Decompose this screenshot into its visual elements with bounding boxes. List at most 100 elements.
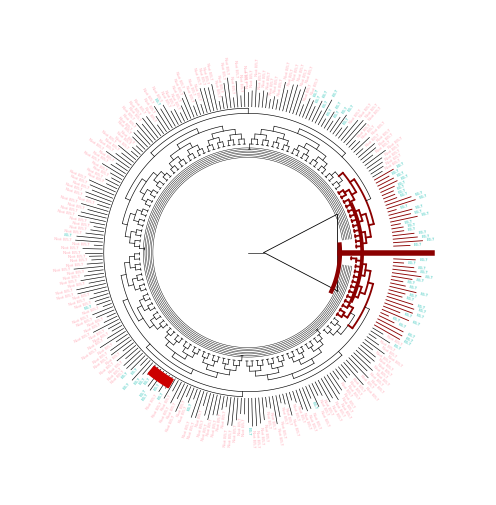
Text: Not B57: Not B57 [348,380,362,396]
Text: B57: B57 [397,179,407,186]
Text: Not B57: Not B57 [385,159,402,171]
Text: Not B57: Not B57 [91,161,108,173]
Text: Not B57: Not B57 [233,424,238,442]
Text: Not B57: Not B57 [381,345,398,359]
Text: Not B57: Not B57 [83,150,100,163]
Text: Not B57: Not B57 [269,412,276,430]
Text: Not B57: Not B57 [110,370,125,385]
Text: Not B57: Not B57 [121,113,136,129]
Text: Not B57: Not B57 [159,91,171,109]
Text: B57: B57 [400,191,409,198]
Text: Not B57: Not B57 [127,100,142,116]
Text: Not B57: Not B57 [276,427,283,445]
Text: Not B57: Not B57 [230,76,235,94]
Text: Not B57: Not B57 [103,138,120,152]
Text: B57: B57 [427,238,435,242]
Text: Not B57: Not B57 [121,106,135,121]
Text: Not B57: Not B57 [67,255,85,259]
Text: Not B57: Not B57 [385,334,403,347]
Text: Not B57: Not B57 [279,420,286,438]
Text: Not B57: Not B57 [300,69,309,86]
Text: Not B57: Not B57 [349,108,363,125]
Text: Not B57: Not B57 [145,394,158,411]
Text: Not B57: Not B57 [74,301,92,310]
Text: B57: B57 [425,275,434,280]
Text: Not B57: Not B57 [340,396,353,413]
Text: Not B57: Not B57 [120,129,135,144]
Text: Not B57: Not B57 [70,258,88,263]
Text: Not B57: Not B57 [351,377,365,393]
Text: B57: B57 [347,104,356,113]
Text: B57: B57 [416,304,426,310]
Text: B57: B57 [343,117,351,126]
Text: B57: B57 [408,261,417,266]
Text: Not B57: Not B57 [86,317,104,328]
Text: Not B57: Not B57 [62,275,81,281]
Text: Not B57: Not B57 [184,85,194,103]
Text: Not B57: Not B57 [60,205,78,213]
Text: Not B57: Not B57 [171,85,182,103]
Text: B57: B57 [421,234,430,239]
Text: Not B57: Not B57 [97,139,114,153]
Text: Not B57: Not B57 [322,398,334,416]
Text: Not B57: Not B57 [69,225,87,231]
Text: Not B57: Not B57 [228,429,234,447]
Text: Not B57: Not B57 [97,149,114,163]
Text: Not B57: Not B57 [255,59,259,77]
Text: B57: B57 [418,230,427,235]
Text: B57: B57 [315,94,322,104]
Text: Not B57: Not B57 [213,80,220,97]
Text: Not B57: Not B57 [384,144,401,157]
Text: Not B57: Not B57 [302,413,311,430]
Text: Not B57: Not B57 [197,67,205,85]
Text: B57: B57 [419,194,428,200]
Text: B57: B57 [420,291,429,297]
Text: Not B57: Not B57 [365,103,379,119]
Text: B57: B57 [403,312,412,319]
Text: Not B57: Not B57 [132,98,146,115]
Text: Not B57: Not B57 [266,71,272,89]
Text: B57: B57 [130,367,139,376]
Text: Not B57: Not B57 [374,372,389,387]
Text: Not B57: Not B57 [370,379,385,395]
Text: Not B57: Not B57 [346,384,360,400]
Text: Not B57: Not B57 [72,242,90,247]
Text: Not B57: Not B57 [68,216,86,223]
Text: B57: B57 [153,383,161,392]
Text: Not B57: Not B57 [71,180,89,190]
Text: Not B57: Not B57 [151,85,163,103]
Text: Not B57: Not B57 [201,423,209,441]
Text: B57: B57 [416,313,425,320]
Text: Not B57: Not B57 [377,358,393,372]
Text: Not B57: Not B57 [211,419,218,437]
Text: Not B57: Not B57 [186,78,196,96]
Text: Not B57: Not B57 [287,69,295,87]
Text: B57: B57 [321,98,329,108]
Text: Not B57: Not B57 [69,169,86,180]
Text: B57: B57 [409,285,418,291]
Text: Not B57: Not B57 [54,237,71,242]
Text: Not B57: Not B57 [61,246,79,250]
Text: Not B57: Not B57 [365,386,379,402]
Text: B57: B57 [417,309,427,315]
Text: Not B57: Not B57 [259,427,264,445]
Text: Not B57: Not B57 [64,229,82,235]
Text: B57: B57 [187,402,194,412]
Text: Not B57: Not B57 [76,317,93,328]
Text: B57: B57 [419,258,428,263]
Text: Not B57: Not B57 [223,56,229,74]
Text: B57: B57 [391,168,401,176]
Text: B57: B57 [421,212,430,218]
Text: Not B57: Not B57 [142,97,155,114]
Text: Not B57: Not B57 [174,71,185,89]
Text: Not B57: Not B57 [372,364,388,379]
Text: Not B57: Not B57 [263,424,268,441]
Text: Not B57: Not B57 [238,74,243,92]
Text: Not B57: Not B57 [377,132,394,146]
Text: Not B57: Not B57 [86,172,104,184]
Text: B57: B57 [405,296,415,302]
Text: Not B57: Not B57 [73,332,91,344]
Text: Not B57: Not B57 [305,66,315,84]
Text: Not B57: Not B57 [93,356,109,370]
Text: B57: B57 [322,89,329,98]
